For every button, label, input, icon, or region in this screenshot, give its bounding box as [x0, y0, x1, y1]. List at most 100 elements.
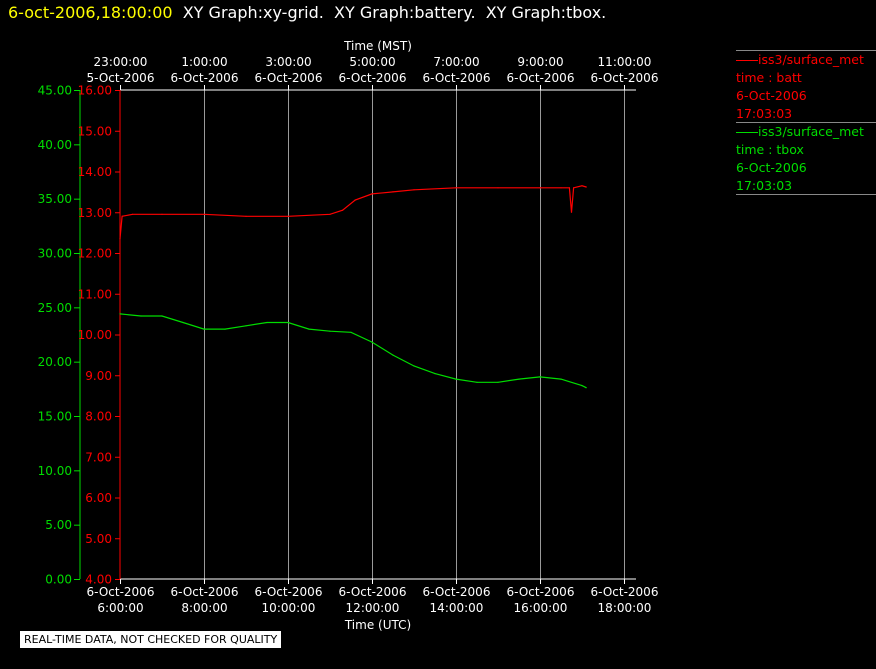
- x2-tick-label-date: 6-Oct-2006: [591, 71, 659, 85]
- legend-separator: [736, 194, 876, 195]
- x-tick-label-time: 12:00:00: [346, 601, 400, 615]
- x2-tick-label-time: 11:00:00: [598, 55, 652, 69]
- series-point: [371, 341, 373, 343]
- series-point: [497, 381, 499, 383]
- x-tick-label-time: 8:00:00: [181, 601, 227, 615]
- x-tick-label-time: 18:00:00: [598, 601, 652, 615]
- series-point: [413, 365, 415, 367]
- series-point: [585, 387, 587, 389]
- legend-source: iss3/surface_met: [736, 123, 864, 141]
- y-inner-tick-label: 10.00: [78, 328, 112, 342]
- series-1: [119, 313, 587, 389]
- y-left-tick-label: 0.00: [45, 573, 72, 587]
- y-left-tick-label: 20.00: [38, 355, 72, 369]
- series-point: [570, 211, 573, 213]
- series-point: [539, 376, 541, 378]
- series-0: [119, 185, 587, 240]
- y-inner-tick-label: 8.00: [85, 410, 112, 424]
- y-inner-tick-label: 5.00: [85, 532, 112, 546]
- legend-date: 6-Oct-2006: [736, 88, 807, 103]
- series-point: [245, 215, 247, 217]
- x-tick-label-time: 6:00:00: [97, 601, 143, 615]
- x-axis-label: Time (UTC): [344, 618, 411, 632]
- series-point: [119, 238, 121, 240]
- series-point: [350, 331, 352, 333]
- series-point: [329, 330, 331, 332]
- y-inner-tick-label: 6.00: [85, 491, 112, 505]
- series-point: [539, 187, 541, 189]
- y-left-tick-label: 5.00: [45, 518, 72, 532]
- series-point: [132, 213, 134, 215]
- series-point: [392, 191, 394, 193]
- legend-source: iss3/surface_met: [736, 51, 864, 69]
- y-left-tick-label: 45.00: [38, 84, 72, 98]
- legend-separator: [736, 50, 876, 51]
- chart-title: 6-oct-2006,18:00:00 XY Graph:xy-grid. XY…: [8, 3, 606, 22]
- y-inner-tick-label: 9.00: [85, 369, 112, 383]
- x-tick-label-time: 14:00:00: [430, 601, 484, 615]
- y-left-tick-label: 30.00: [38, 247, 72, 261]
- x-tick-label-date: 6-Oct-2006: [171, 585, 239, 599]
- series-point: [585, 186, 587, 188]
- series-point: [245, 325, 247, 327]
- y-left-tick-label: 15.00: [38, 410, 72, 424]
- quality-notice: REAL-TIME DATA, NOT CHECKED FOR QUALITY: [20, 631, 282, 648]
- legend-variable: time : tbox: [736, 142, 804, 157]
- series-point: [413, 189, 415, 191]
- title-graph-names: XY Graph:xy-grid. XY Graph:battery. XY G…: [182, 3, 607, 22]
- series-lines: [119, 185, 587, 389]
- x-tick-label-time: 10:00:00: [262, 601, 316, 615]
- y-left-tick-label: 35.00: [38, 192, 72, 206]
- y-left-tick-label: 25.00: [38, 301, 72, 315]
- x-tick-label-date: 6-Oct-2006: [87, 585, 155, 599]
- series-point: [581, 185, 583, 187]
- series-point: [161, 213, 163, 215]
- legend-time: 17:03:03: [736, 106, 793, 121]
- series-line: [119, 313, 587, 389]
- x2-tick-label-date: 6-Oct-2006: [339, 71, 407, 85]
- series-point: [518, 378, 520, 380]
- legend-date: 6-Oct-2006: [736, 160, 807, 175]
- legend-swatch: [736, 132, 758, 133]
- series-point: [203, 213, 205, 215]
- legend-variable: time : batt: [736, 70, 802, 85]
- x2-tick-label-time: 7:00:00: [433, 55, 479, 69]
- x2-tick-label-date: 6-Oct-2006: [171, 71, 239, 85]
- series-point: [140, 315, 142, 317]
- series-point: [371, 193, 373, 195]
- series-point: [392, 354, 394, 356]
- x-tick-label-date: 6-Oct-2006: [339, 585, 407, 599]
- series-point: [560, 187, 562, 189]
- x-tick-label-date: 6-Oct-2006: [423, 585, 491, 599]
- x-tick-label-date: 6-Oct-2006: [591, 585, 659, 599]
- series-point: [342, 209, 344, 211]
- legend-time: 17:03:03: [736, 178, 793, 193]
- y-left-tick-label: 10.00: [38, 464, 72, 478]
- y-inner-tick-label: 13.00: [78, 206, 112, 220]
- y-inner-tick-label: 15.00: [78, 124, 112, 138]
- x2-tick-label-date: 6-Oct-2006: [507, 71, 575, 85]
- series-point: [354, 199, 356, 201]
- series-point: [329, 213, 331, 215]
- x2-tick-label-time: 23:00:00: [94, 55, 148, 69]
- y-inner-tick-label: 12.00: [78, 247, 112, 261]
- series-point: [573, 187, 575, 189]
- series-point: [581, 385, 583, 387]
- series-point: [121, 215, 123, 217]
- series-point: [455, 187, 457, 189]
- x2-tick-label-time: 9:00:00: [517, 55, 563, 69]
- x2-tick-label-time: 1:00:00: [181, 55, 227, 69]
- y-left-tick-label: 40.00: [38, 138, 72, 152]
- y-inner-tick-label: 4.00: [85, 573, 112, 587]
- series-point: [434, 373, 436, 375]
- series-point: [287, 321, 289, 324]
- series-point: [497, 187, 499, 189]
- y-inner-tick-label: 14.00: [78, 165, 112, 179]
- series-point: [455, 378, 457, 380]
- x2-tick-label-date: 6-Oct-2006: [423, 71, 491, 85]
- x2-tick-label-time: 5:00:00: [349, 55, 395, 69]
- x2-tick-label-date: 5-Oct-2006: [87, 71, 155, 85]
- vertical-grid: [204, 90, 625, 579]
- series-point: [203, 328, 205, 330]
